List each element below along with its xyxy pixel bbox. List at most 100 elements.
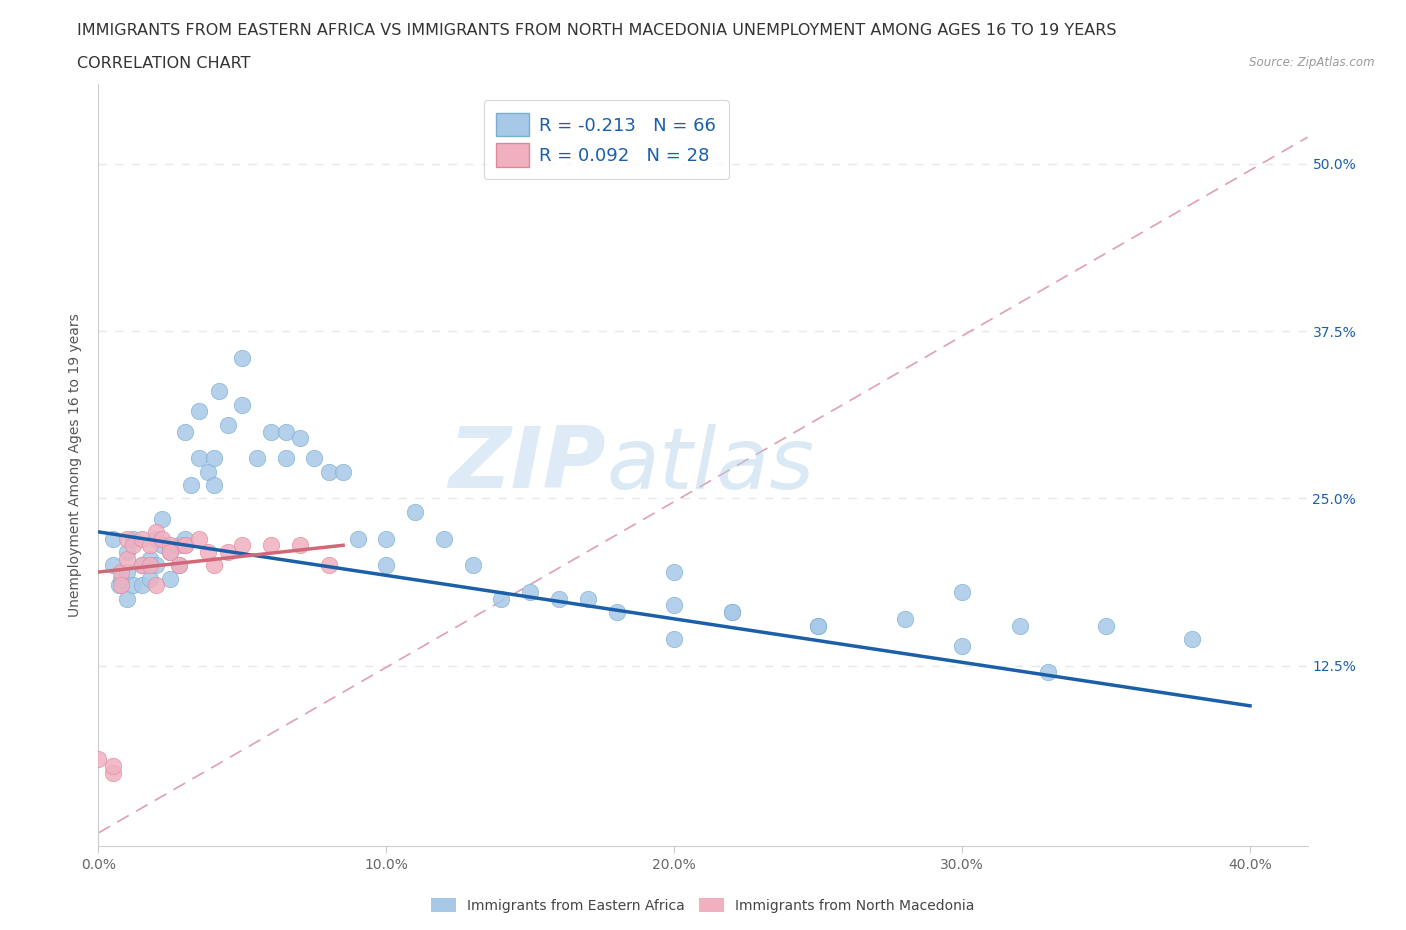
Point xyxy=(115,531,138,546)
Point xyxy=(231,351,253,365)
Point xyxy=(173,538,195,552)
Point xyxy=(208,384,231,399)
Point xyxy=(150,531,173,546)
Point xyxy=(332,464,354,479)
Point xyxy=(110,578,132,592)
Point xyxy=(519,585,541,600)
Point xyxy=(159,571,181,586)
Point xyxy=(131,531,153,546)
Point xyxy=(115,565,138,579)
Point xyxy=(150,512,173,526)
Text: Source: ZipAtlas.com: Source: ZipAtlas.com xyxy=(1250,56,1375,69)
Point xyxy=(950,638,973,653)
Point xyxy=(202,558,225,573)
Point xyxy=(576,591,599,606)
Text: IMMIGRANTS FROM EASTERN AFRICA VS IMMIGRANTS FROM NORTH MACEDONIA UNEMPLOYMENT A: IMMIGRANTS FROM EASTERN AFRICA VS IMMIGR… xyxy=(77,23,1116,38)
Point xyxy=(664,631,686,646)
Point xyxy=(197,464,219,479)
Point xyxy=(115,591,138,606)
Legend: Immigrants from Eastern Africa, Immigrants from North Macedonia: Immigrants from Eastern Africa, Immigran… xyxy=(426,893,980,919)
Point xyxy=(145,578,167,592)
Point xyxy=(150,538,173,552)
Point xyxy=(173,531,195,546)
Point xyxy=(167,558,190,573)
Point xyxy=(110,565,132,579)
Point xyxy=(720,604,742,619)
Point xyxy=(950,585,973,600)
Point xyxy=(159,545,181,560)
Point xyxy=(318,558,340,573)
Point xyxy=(260,424,283,439)
Point xyxy=(260,538,283,552)
Point xyxy=(115,551,138,566)
Point xyxy=(548,591,571,606)
Point xyxy=(807,618,830,633)
Point xyxy=(159,538,181,552)
Point xyxy=(807,618,830,633)
Point xyxy=(1038,665,1060,680)
Point xyxy=(173,538,195,552)
Point xyxy=(304,451,326,466)
Point xyxy=(197,545,219,560)
Text: ZIP: ZIP xyxy=(449,423,606,507)
Point xyxy=(1095,618,1118,633)
Point xyxy=(231,538,253,552)
Legend: R = -0.213   N = 66, R = 0.092   N = 28: R = -0.213 N = 66, R = 0.092 N = 28 xyxy=(484,100,728,179)
Point xyxy=(893,611,915,626)
Point xyxy=(122,578,145,592)
Point xyxy=(180,478,202,493)
Point xyxy=(145,525,167,539)
Point xyxy=(288,431,311,445)
Point xyxy=(1008,618,1031,633)
Point xyxy=(188,531,211,546)
Y-axis label: Unemployment Among Ages 16 to 19 years: Unemployment Among Ages 16 to 19 years xyxy=(69,313,83,617)
Point xyxy=(131,558,153,573)
Point xyxy=(720,604,742,619)
Point xyxy=(433,531,456,546)
Point xyxy=(188,404,211,418)
Point xyxy=(274,424,297,439)
Point xyxy=(101,558,124,573)
Point xyxy=(246,451,269,466)
Point xyxy=(202,451,225,466)
Point xyxy=(274,451,297,466)
Point xyxy=(139,571,162,586)
Point xyxy=(87,751,110,766)
Point xyxy=(202,478,225,493)
Point xyxy=(122,531,145,546)
Point xyxy=(217,545,239,560)
Point xyxy=(159,545,181,560)
Point xyxy=(217,418,239,432)
Point xyxy=(173,424,195,439)
Point xyxy=(664,565,686,579)
Text: atlas: atlas xyxy=(606,423,814,507)
Point xyxy=(139,558,162,573)
Point xyxy=(122,538,145,552)
Point xyxy=(606,604,628,619)
Point xyxy=(101,759,124,774)
Point xyxy=(145,558,167,573)
Point xyxy=(145,531,167,546)
Point xyxy=(101,765,124,780)
Point xyxy=(375,531,398,546)
Point xyxy=(167,558,190,573)
Point xyxy=(318,464,340,479)
Text: CORRELATION CHART: CORRELATION CHART xyxy=(77,56,250,71)
Point xyxy=(664,598,686,613)
Point xyxy=(167,538,190,552)
Point xyxy=(101,531,124,546)
Point xyxy=(231,397,253,412)
Point xyxy=(188,451,211,466)
Point xyxy=(115,545,138,560)
Point xyxy=(139,538,162,552)
Point xyxy=(139,551,162,566)
Point xyxy=(131,558,153,573)
Point xyxy=(375,558,398,573)
Point xyxy=(131,578,153,592)
Point xyxy=(288,538,311,552)
Point xyxy=(110,571,132,586)
Point xyxy=(107,578,129,592)
Point xyxy=(1181,631,1204,646)
Point xyxy=(461,558,484,573)
Point xyxy=(491,591,513,606)
